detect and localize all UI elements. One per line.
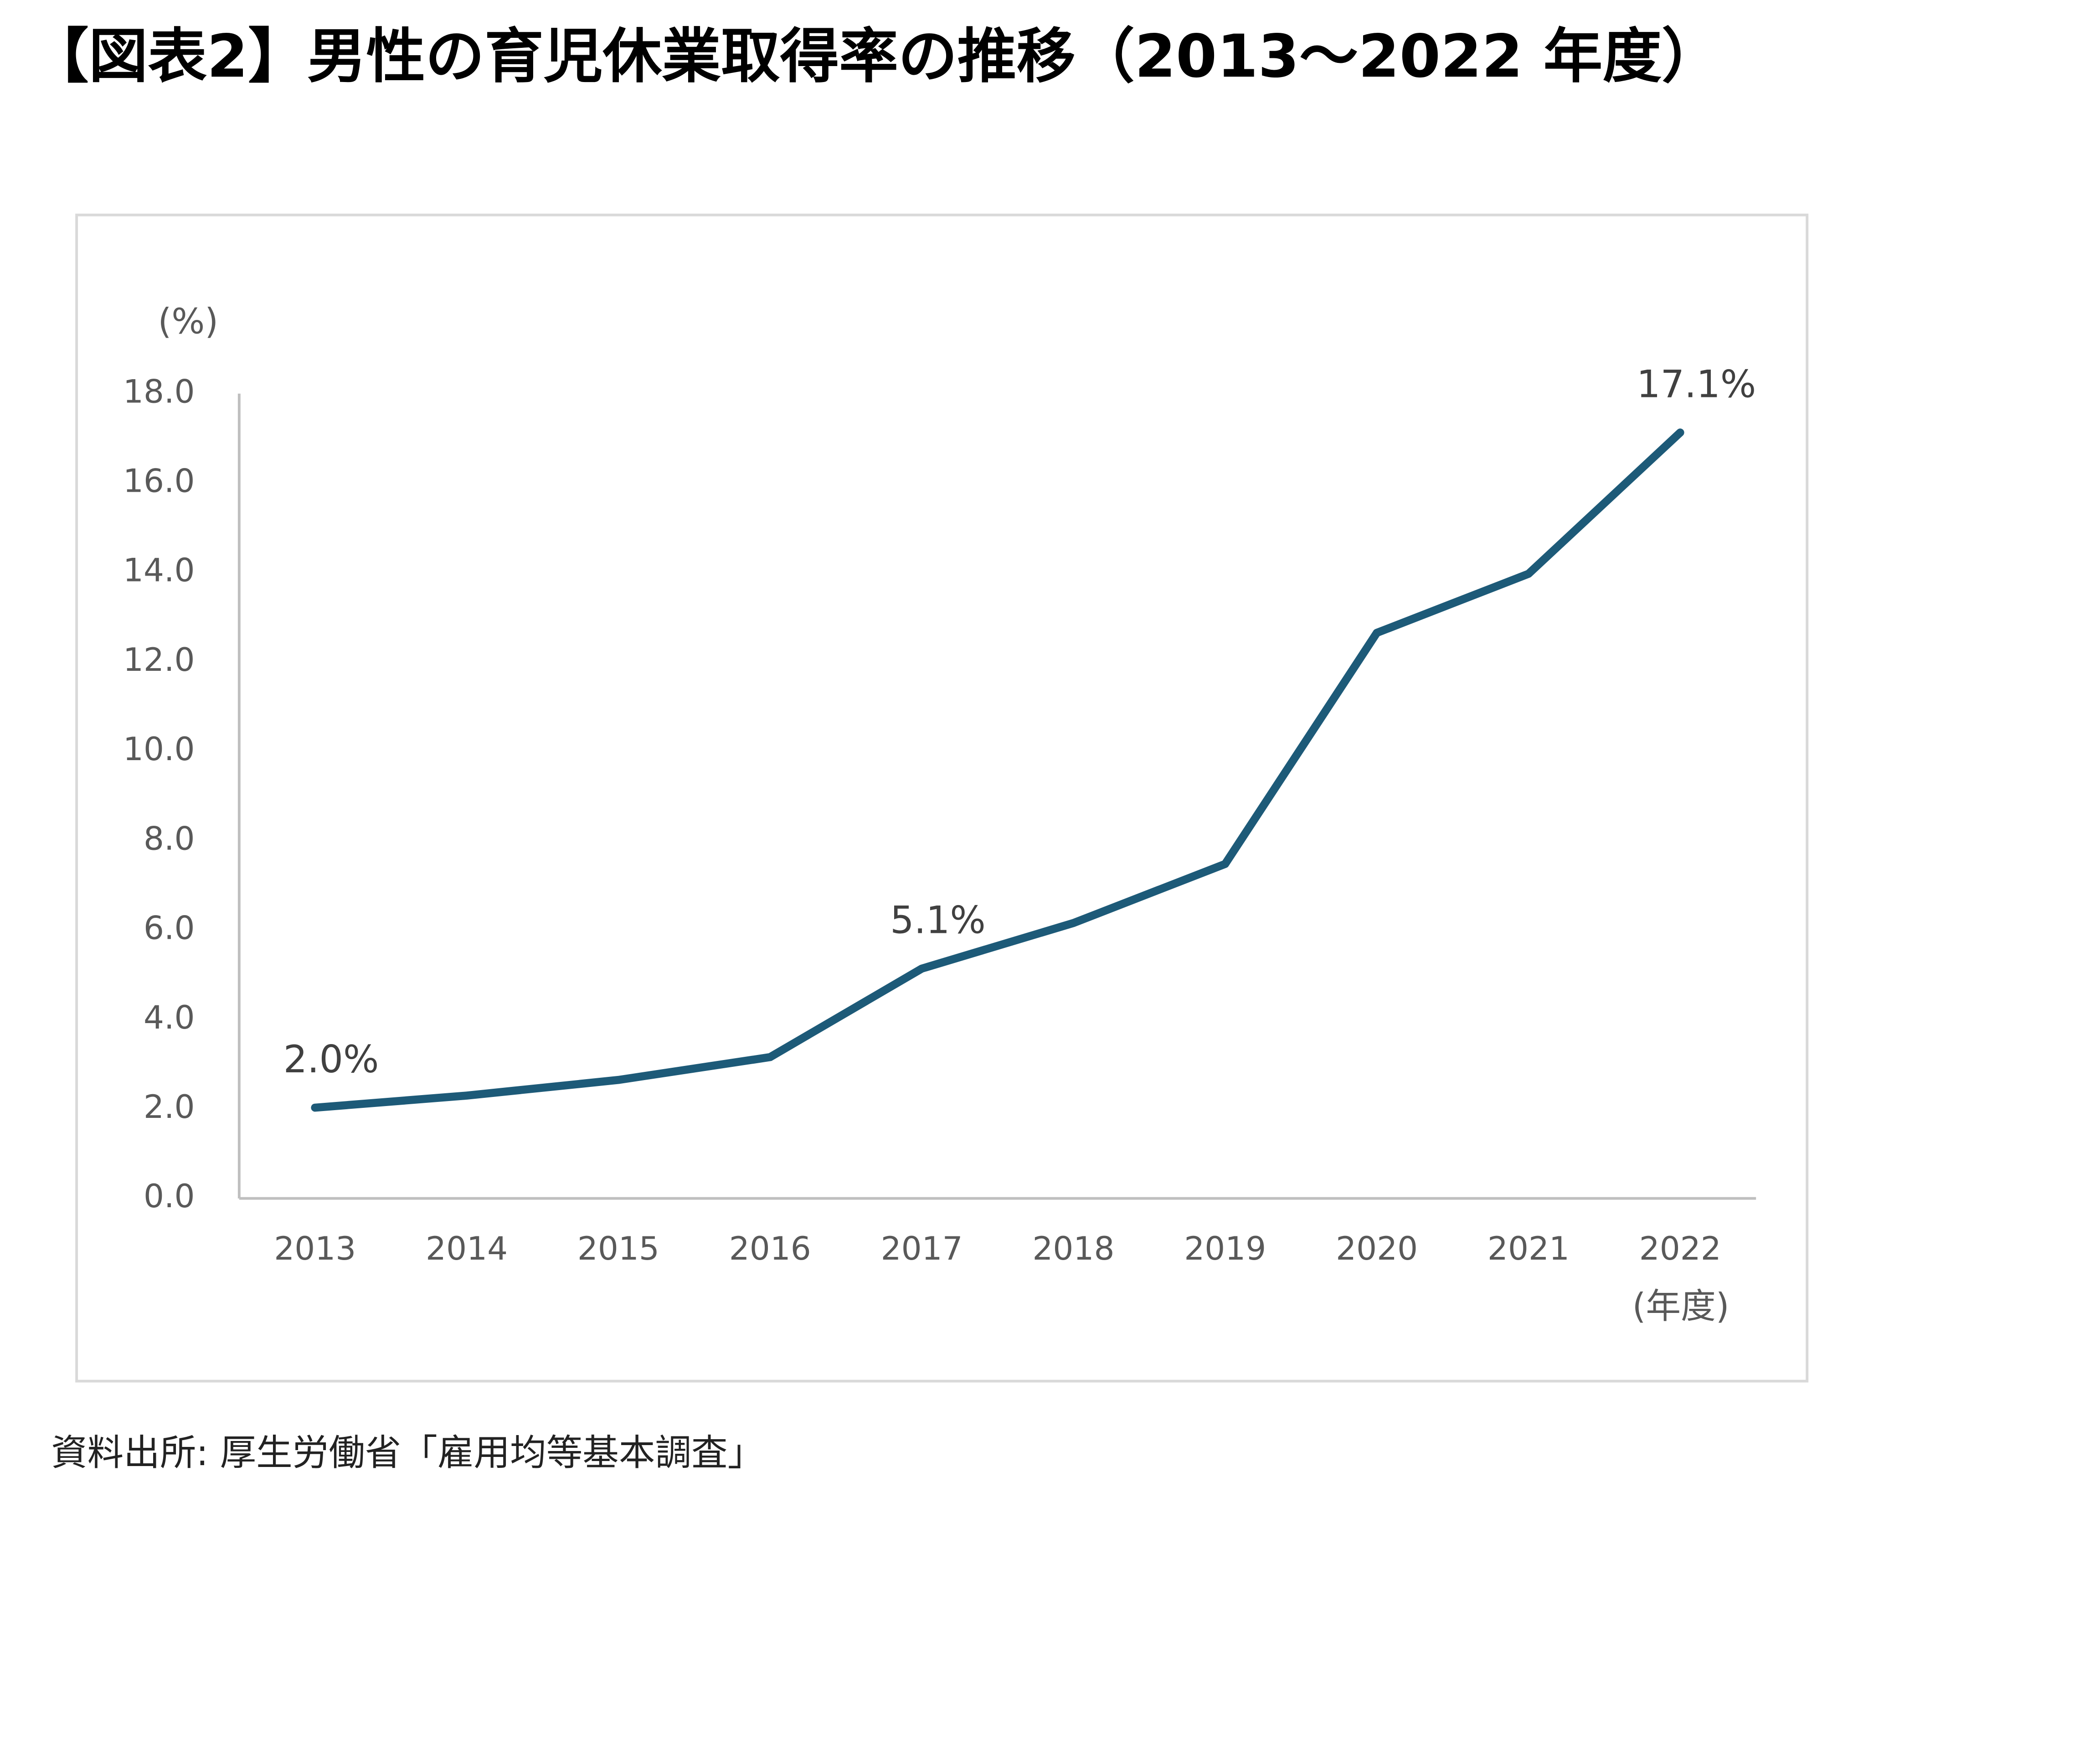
x-unit-label: (年度) xyxy=(1632,1286,1729,1327)
chart-title: 【図表2】男性の育児休業取得率の推移（2013～2022 年度） xyxy=(30,22,1721,91)
data-label: 5.1% xyxy=(890,899,986,942)
y-tick-label: 18.0 xyxy=(123,372,195,410)
x-tick-label: 2014 xyxy=(426,1230,508,1267)
y-tick-label: 8.0 xyxy=(144,819,195,857)
y-tick-label: 4.0 xyxy=(144,998,195,1036)
x-tick-label: 2016 xyxy=(729,1230,811,1267)
x-tick-label: 2017 xyxy=(881,1230,963,1267)
x-tick-label: 2018 xyxy=(1032,1230,1114,1267)
y-tick-label: 6.0 xyxy=(144,909,195,947)
y-tick-label: 12.0 xyxy=(123,641,195,679)
chart-frame xyxy=(75,213,1809,1383)
x-tick-label: 2015 xyxy=(577,1230,659,1267)
x-tick-label: 2021 xyxy=(1488,1230,1570,1267)
y-tick-label: 16.0 xyxy=(123,462,195,500)
y-tick-label: 10.0 xyxy=(123,730,195,768)
data-label: 17.1% xyxy=(1637,362,1756,406)
y-unit-label: (%) xyxy=(158,301,218,342)
x-tick-label: 2020 xyxy=(1336,1230,1418,1267)
y-tick-label: 14.0 xyxy=(123,551,195,589)
y-tick-label: 0.0 xyxy=(144,1177,195,1215)
x-tick-label: 2013 xyxy=(274,1230,356,1267)
line-series xyxy=(311,428,1684,1112)
x-tick-label: 2022 xyxy=(1639,1230,1721,1267)
source-note: 資料出所: 厚生労働省「雇用均等基本調査」 xyxy=(51,1431,764,1474)
y-tick-label: 2.0 xyxy=(144,1088,195,1126)
data-label: 2.0% xyxy=(283,1038,379,1081)
x-tick-label: 2019 xyxy=(1184,1230,1266,1267)
